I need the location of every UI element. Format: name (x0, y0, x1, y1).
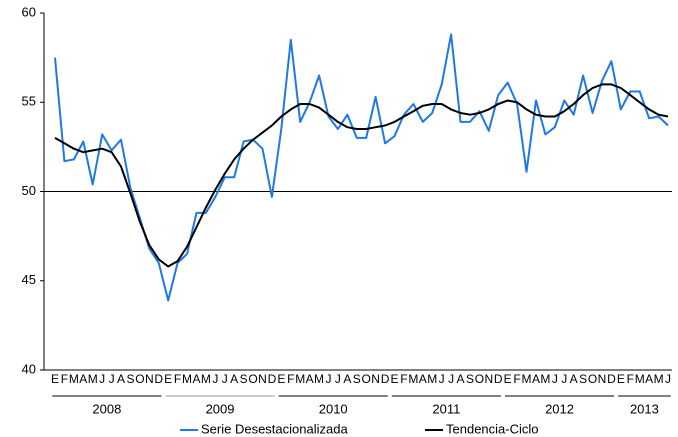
y-tick-label: 55 (22, 94, 36, 109)
x-tick-label: M (654, 372, 664, 386)
year-label: 2009 (206, 401, 235, 416)
x-tick-label: M (201, 372, 211, 386)
x-tick-label: D (607, 372, 616, 386)
x-tick-label: M (635, 372, 645, 386)
x-tick-label: E (164, 372, 172, 386)
x-tick-label: J (439, 372, 445, 386)
x-tick-label: J (109, 372, 115, 386)
x-tick-label: F (174, 372, 181, 386)
x-tick-label: E (617, 372, 625, 386)
x-tick-label: F (627, 372, 634, 386)
y-tick-label: 60 (22, 4, 36, 19)
x-tick-label: A (230, 372, 238, 386)
x-tick-label: D (494, 372, 503, 386)
x-tick-label: N (484, 372, 493, 386)
x-tick-label: M (295, 372, 305, 386)
x-tick-label: J (212, 372, 218, 386)
legend-label: Serie Desestacionalizada (201, 421, 348, 436)
x-tick-label: S (579, 372, 587, 386)
x-tick-label: E (277, 372, 285, 386)
x-tick-label: A (570, 372, 578, 386)
x-tick-label: J (665, 372, 671, 386)
x-tick-label: O (362, 372, 371, 386)
x-tick-label: J (552, 372, 558, 386)
x-tick-label: O (475, 372, 484, 386)
x-tick-label: E (51, 372, 59, 386)
x-tick-label: J (448, 372, 454, 386)
x-tick-label: S (240, 372, 248, 386)
legend-label: Tendencia-Ciclo (446, 421, 539, 436)
x-tick-label: A (532, 372, 540, 386)
y-tick-label: 40 (22, 361, 36, 376)
y-tick-label: 50 (22, 183, 36, 198)
x-tick-label: F (61, 372, 68, 386)
series-line (54, 33, 669, 302)
x-tick-label: N (598, 372, 607, 386)
x-tick-label: F (287, 372, 294, 386)
x-tick-label: J (335, 372, 341, 386)
x-tick-label: S (126, 372, 134, 386)
x-tick-label: M (522, 372, 532, 386)
x-tick-label: M (427, 372, 437, 386)
x-tick-label: M (69, 372, 79, 386)
x-tick-label: D (268, 372, 277, 386)
x-tick-label: J (99, 372, 105, 386)
x-tick-label: N (371, 372, 380, 386)
x-tick-label: A (419, 372, 427, 386)
x-tick-label: F (513, 372, 520, 386)
year-label: 2012 (545, 401, 574, 416)
x-tick-label: A (192, 372, 200, 386)
x-tick-label: D (381, 372, 390, 386)
x-tick-label: A (117, 372, 125, 386)
x-tick-label: M (540, 372, 550, 386)
y-tick-label: 45 (22, 272, 36, 287)
x-tick-label: S (466, 372, 474, 386)
x-tick-label: O (135, 372, 144, 386)
x-tick-label: D (154, 372, 163, 386)
x-tick-label: M (408, 372, 418, 386)
x-tick-label: A (645, 372, 653, 386)
x-tick-label: J (561, 372, 567, 386)
year-label: 2011 (432, 401, 460, 416)
year-label: 2008 (92, 401, 121, 416)
x-tick-label: E (390, 372, 398, 386)
x-tick-label: E (504, 372, 512, 386)
x-tick-label: A (79, 372, 87, 386)
x-tick-label: M (182, 372, 192, 386)
x-tick-label: A (343, 372, 351, 386)
x-tick-label: O (588, 372, 597, 386)
x-tick-label: J (325, 372, 331, 386)
x-tick-label: M (314, 372, 324, 386)
x-tick-label: A (457, 372, 465, 386)
x-tick-label: J (222, 372, 228, 386)
year-label: 2013 (630, 401, 659, 416)
series-line (54, 83, 669, 268)
x-tick-label: O (248, 372, 257, 386)
x-tick-label: S (353, 372, 361, 386)
x-tick-label: A (306, 372, 314, 386)
x-tick-label: N (145, 372, 154, 386)
year-label: 2010 (319, 401, 348, 416)
x-tick-label: N (258, 372, 267, 386)
x-tick-label: M (88, 372, 98, 386)
x-tick-label: F (400, 372, 407, 386)
